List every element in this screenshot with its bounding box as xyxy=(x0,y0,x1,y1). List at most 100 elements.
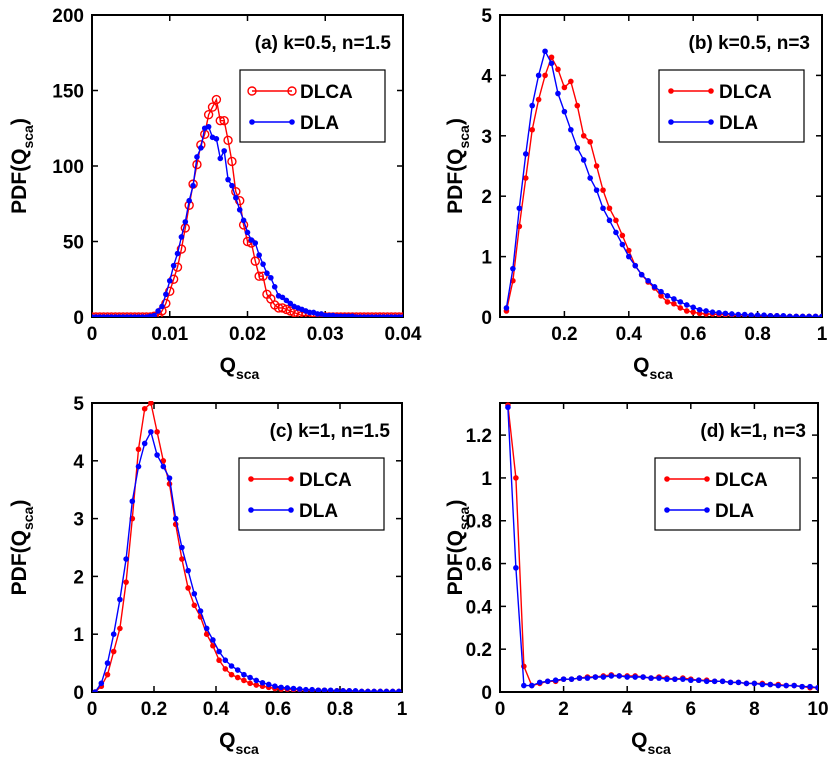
x-tick-label: 8 xyxy=(749,699,760,720)
data-point xyxy=(812,313,819,317)
data-point xyxy=(535,72,542,79)
y-tick-label: 1 xyxy=(73,625,84,646)
data-point xyxy=(743,680,750,687)
data-point xyxy=(284,685,291,691)
legend-label: DLCA xyxy=(299,470,352,491)
data-point xyxy=(780,312,787,317)
data-point xyxy=(600,187,606,193)
data-point xyxy=(213,136,220,142)
data-point xyxy=(767,681,774,688)
data-point xyxy=(296,686,303,692)
x-tick-label: 0 xyxy=(87,699,98,720)
data-point xyxy=(568,676,575,682)
data-point xyxy=(727,679,734,686)
data-point xyxy=(110,648,117,655)
data-point xyxy=(163,291,169,298)
legend-label: DLA xyxy=(719,113,758,134)
data-point xyxy=(247,674,253,681)
data-point xyxy=(287,300,294,307)
data-point xyxy=(216,657,222,664)
data-point xyxy=(271,284,278,290)
data-point xyxy=(197,608,204,614)
data-point xyxy=(174,250,181,257)
data-point xyxy=(638,271,645,278)
y-axis-label-end: ) xyxy=(444,500,467,507)
data-point xyxy=(252,240,259,246)
data-point xyxy=(176,244,187,254)
data-point xyxy=(260,261,266,267)
data-point xyxy=(228,663,235,669)
y-axis-label-end: ) xyxy=(444,118,467,125)
data-point xyxy=(130,312,140,317)
x-tick-label: 0.2 xyxy=(551,324,577,345)
x-tick-label: 0.4 xyxy=(203,699,230,720)
x-axis-label-sub: sca xyxy=(649,366,673,382)
data-point xyxy=(548,60,555,67)
data-point xyxy=(126,312,136,317)
x-axis-label-main: Q xyxy=(631,729,647,752)
y-tick-label: 0.6 xyxy=(466,555,492,576)
legend-box xyxy=(658,69,805,143)
data-point xyxy=(396,688,402,692)
data-point xyxy=(574,102,581,109)
data-point xyxy=(217,155,224,162)
y-tick-label: 150 xyxy=(52,82,84,103)
x-axis-label-main: Q xyxy=(633,354,649,377)
y-axis-label: PDF(Qsca) xyxy=(8,118,36,214)
data-point xyxy=(248,237,255,243)
data-point xyxy=(137,312,148,317)
series-line-dla xyxy=(507,407,818,689)
axes-box xyxy=(91,402,403,693)
x-tick-label: 0.02 xyxy=(229,324,266,345)
data-point xyxy=(735,311,742,317)
y-axis-label: PDF(Qsca) xyxy=(8,500,36,596)
data-point xyxy=(259,679,266,686)
data-point xyxy=(347,312,358,317)
data-point xyxy=(222,666,229,672)
y-tick-label: 0 xyxy=(73,683,84,704)
data-point xyxy=(542,72,548,79)
legend-label: DLA xyxy=(715,501,754,522)
y-axis-label-sub: sca xyxy=(456,125,472,149)
data-point xyxy=(613,229,619,236)
legend-marker xyxy=(289,119,295,125)
data-point xyxy=(117,625,123,632)
data-point xyxy=(363,312,373,317)
data-point xyxy=(555,90,561,97)
data-point xyxy=(148,429,154,435)
data-point xyxy=(219,115,229,126)
data-point xyxy=(619,241,626,248)
data-point xyxy=(352,688,359,692)
data-point xyxy=(574,145,581,151)
series-dla xyxy=(503,48,822,317)
data-point xyxy=(166,475,173,481)
data-point xyxy=(207,102,218,112)
data-point xyxy=(122,312,132,317)
data-point xyxy=(309,686,315,692)
x-axis-label-sub: sca xyxy=(235,741,259,757)
data-point xyxy=(807,683,813,690)
data-point xyxy=(606,217,613,224)
data-point xyxy=(371,312,381,317)
y-tick-label: 1 xyxy=(481,248,492,269)
x-axis-label: Qsca xyxy=(633,354,673,382)
data-point xyxy=(221,148,227,154)
data-point xyxy=(513,565,519,571)
data-point xyxy=(141,312,152,317)
legend-box xyxy=(654,457,801,531)
data-point xyxy=(141,440,148,447)
series-line-dlca xyxy=(507,405,818,689)
data-point xyxy=(510,265,516,272)
legend-marker xyxy=(704,507,710,513)
data-point xyxy=(250,256,260,266)
data-point xyxy=(241,671,247,678)
data-point xyxy=(568,126,574,133)
data-point xyxy=(155,308,161,314)
data-point xyxy=(606,205,613,212)
y-tick-label: 2 xyxy=(73,567,84,588)
data-point xyxy=(783,682,789,689)
data-point xyxy=(677,299,684,305)
y-axis-label: PDF(Qsca) xyxy=(444,118,472,214)
